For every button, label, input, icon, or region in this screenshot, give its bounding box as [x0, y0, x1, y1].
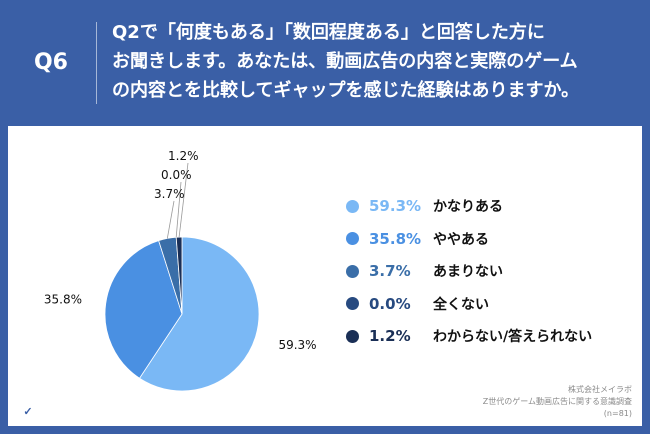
question-line-2: お聞きします。あなたは、動画広告の内容と実際のゲーム [112, 51, 578, 72]
pie-label-4: 1.2% [168, 149, 199, 163]
chart-panel: 59.3% 35.8% 1.2% 0.0% 3.7% 59.3% かなりある 35.8%… [8, 126, 642, 426]
pie-leader-4 [178, 162, 189, 238]
pie-label-3: 0.0% [161, 168, 192, 182]
legend-item-1: 35.8% ややある [346, 223, 636, 256]
pie-slice-0 [138, 236, 260, 392]
legend-label-4: わからない/答えられない [433, 329, 593, 346]
legend-item-4: 1.2% わからない/答えられない [346, 320, 636, 353]
legend-item-0: 59.3% かなりある [346, 190, 636, 223]
legend-label-1: ややある [433, 231, 489, 248]
logo-mark-icon: ✓ [20, 403, 36, 419]
question-header: Q6 Q2で「何度もある」「数回程度ある」と回答した方に お聞きします。あなたは… [0, 0, 650, 124]
source-line-2: Z世代のゲーム動画広告に関する意識調査 [482, 397, 632, 406]
pie-leader-3 [175, 181, 182, 238]
header-divider [96, 22, 97, 104]
legend-swatch-1 [346, 232, 359, 246]
source-line-1: 株式会社メイラボ [568, 385, 632, 394]
legend-item-3: 0.0% 全くない [346, 288, 636, 321]
brand-logo: ✓ Mr.GAMEHIT [20, 401, 119, 421]
source-line-3: (n=81) [603, 409, 632, 418]
pie-label-1: 35.8% [44, 292, 82, 306]
legend-value-1: 35.8% [369, 229, 422, 248]
logo-text: Mr.GAMEHIT [40, 403, 119, 419]
legend-label-0: かなりある [433, 199, 503, 216]
legend-label-2: あまりない [433, 264, 503, 281]
question-line-3: の内容とを比較してギャップを感じた経験はありますか。 [112, 80, 580, 101]
legend-swatch-2 [346, 264, 359, 278]
pie-label-0: 59.3% [278, 338, 316, 352]
legend-swatch-4 [346, 329, 359, 343]
legend-item-2: 3.7% あまりない [346, 255, 636, 288]
legend-swatch-3 [346, 297, 359, 311]
pie-chart: 59.3% 35.8% 1.2% 0.0% 3.7% [44, 149, 317, 392]
pie-leader-2 [166, 200, 175, 239]
legend-label-3: 全くない [433, 296, 489, 313]
source-note: 株式会社メイラボ Z世代のゲーム動画広告に関する意識調査 (n=81) [483, 384, 632, 420]
legend-value-4: 1.2% [369, 327, 411, 346]
legend-value-3: 0.0% [369, 294, 411, 313]
pie-slice-1 [104, 240, 183, 379]
legend-value-2: 3.7% [369, 262, 411, 281]
question-text: Q2で「何度もある」「数回程度ある」と回答した方に お聞きします。あなたは、動画… [112, 18, 642, 105]
pie-label-2: 3.7% [154, 187, 185, 201]
legend-swatch-0 [346, 199, 359, 213]
legend-value-0: 59.3% [369, 197, 422, 216]
legend: 59.3% かなりある 35.8% ややある 3.7% あまりない 0.0% 全… [346, 190, 636, 353]
question-number: Q6 [33, 49, 68, 75]
question-line-1: Q2で「何度もある」「数回程度ある」と回答した方に [112, 22, 545, 43]
